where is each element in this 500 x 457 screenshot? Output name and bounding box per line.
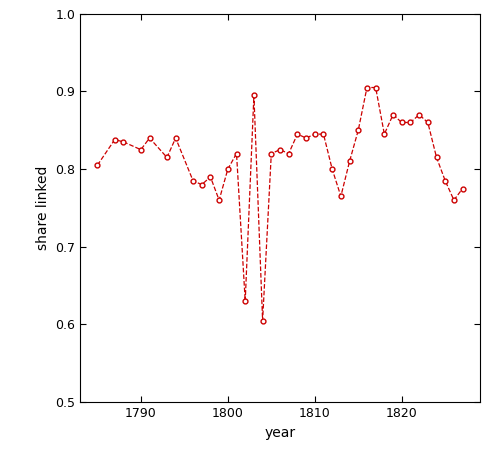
Y-axis label: share linked: share linked (36, 166, 50, 250)
X-axis label: year: year (264, 425, 296, 440)
